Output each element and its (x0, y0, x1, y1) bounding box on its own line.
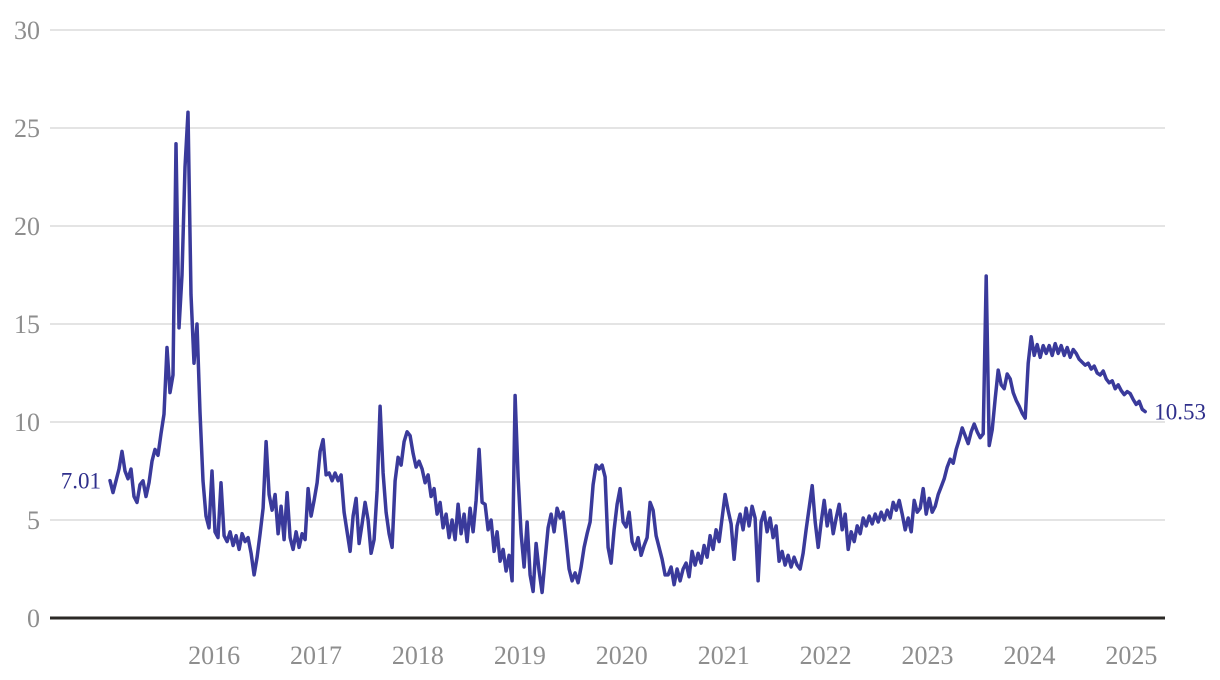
y-axis-tick-label: 20 (14, 212, 40, 241)
series-end-value-label: 10.53 (1154, 400, 1206, 425)
series-start-value-label: 7.01 (61, 469, 101, 494)
x-axis-tick-label: 2018 (392, 641, 444, 670)
y-axis-tick-label: 10 (14, 408, 40, 437)
y-axis-tick-label: 0 (27, 604, 40, 633)
x-axis-tick-label: 2022 (800, 641, 852, 670)
y-axis-tick-label: 15 (14, 310, 40, 339)
x-axis-tick-label: 2019 (494, 641, 546, 670)
x-axis-tick-label: 2025 (1105, 641, 1157, 670)
x-axis-tick-label: 2020 (596, 641, 648, 670)
y-axis-tick-label: 30 (14, 16, 40, 45)
x-axis-tick-label: 2016 (188, 641, 240, 670)
y-axis-tick-label: 5 (27, 506, 40, 535)
x-axis-tick-label: 2017 (290, 641, 342, 670)
y-axis-tick-label: 25 (14, 114, 40, 143)
data-line (108, 110, 1147, 595)
x-axis-tick-label: 2024 (1003, 641, 1055, 670)
x-axis-tick-label: 2023 (902, 641, 954, 670)
x-axis-tick-label: 2021 (698, 641, 750, 670)
